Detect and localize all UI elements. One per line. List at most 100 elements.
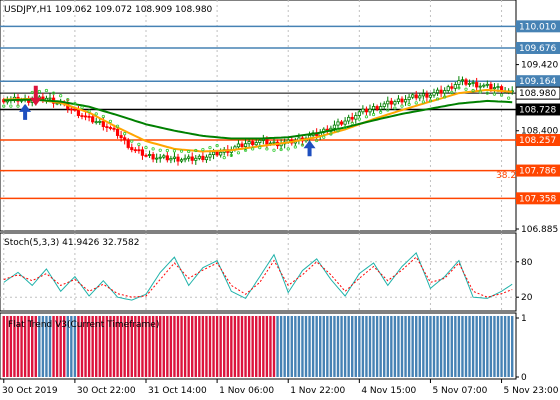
candle-body bbox=[215, 151, 219, 156]
sar-dot bbox=[336, 129, 340, 133]
flat-bar bbox=[63, 316, 66, 377]
flat-bar bbox=[511, 316, 514, 377]
flat-bar bbox=[91, 316, 94, 377]
flat-bar bbox=[226, 316, 229, 377]
sar-dot bbox=[435, 97, 440, 101]
flat-bar bbox=[201, 316, 205, 377]
time-label-4: 1 Nov 22:00 bbox=[290, 386, 345, 396]
flat-bar bbox=[262, 316, 265, 377]
flat-bar bbox=[240, 316, 244, 377]
time-label-1: 30 Oct 22:00 bbox=[77, 386, 136, 396]
flat-bar bbox=[411, 316, 414, 377]
flat-bar bbox=[159, 316, 162, 377]
price-tag-8: 107.786 bbox=[519, 167, 556, 177]
flat-bar bbox=[329, 316, 333, 377]
sar-dot bbox=[229, 153, 233, 157]
sar-dot bbox=[80, 105, 84, 109]
flat-bar bbox=[461, 316, 464, 377]
flat-bar bbox=[112, 316, 116, 377]
flat-bar bbox=[301, 316, 304, 377]
candle-body bbox=[379, 106, 383, 110]
price-tag-3: 109.164 bbox=[519, 77, 556, 87]
flat-bar bbox=[290, 316, 293, 377]
stoch-title: Stoch(5,3,3) 41.9426 32.7582 bbox=[4, 238, 139, 248]
flat-bar bbox=[336, 316, 340, 377]
flat-bar bbox=[258, 316, 261, 377]
sar-dot bbox=[123, 132, 127, 136]
signal-up-arrow-0 bbox=[19, 103, 32, 120]
candle-body bbox=[339, 121, 344, 125]
candle-body bbox=[126, 139, 130, 148]
candle-body bbox=[179, 159, 184, 162]
sar-dot bbox=[144, 146, 148, 150]
flat-bar bbox=[166, 316, 169, 377]
sar-dot bbox=[492, 92, 497, 96]
sar-dot bbox=[471, 88, 475, 93]
sar-dot bbox=[179, 149, 184, 153]
candle-body bbox=[169, 158, 173, 161]
candle-body bbox=[343, 120, 347, 125]
flat-bar bbox=[27, 316, 30, 377]
candle-body bbox=[407, 96, 411, 100]
price-tag-bg-4 bbox=[515, 86, 560, 100]
candle-body bbox=[130, 147, 134, 151]
candle-body bbox=[467, 82, 472, 85]
price-axis-label-2: 109.420 bbox=[521, 61, 558, 71]
candle-body bbox=[389, 100, 393, 105]
flat-bar bbox=[439, 316, 443, 377]
candle-body bbox=[48, 97, 52, 100]
sar-dot bbox=[386, 108, 390, 112]
flat-bar bbox=[212, 316, 215, 377]
candle-body bbox=[393, 101, 397, 105]
candle-body bbox=[350, 116, 354, 120]
sar-dot bbox=[194, 148, 198, 153]
flat-bar bbox=[393, 316, 397, 377]
flat-bar bbox=[16, 316, 20, 377]
flat-bar bbox=[187, 316, 190, 377]
flat-bar bbox=[418, 316, 421, 377]
sar-dot bbox=[236, 151, 241, 155]
candle-body bbox=[176, 156, 180, 162]
candle-body bbox=[211, 151, 216, 156]
flat-bar bbox=[272, 316, 276, 377]
stoch-panel: Stoch(5,3,3) 41.9426 32.7582 80 20 bbox=[0, 232, 533, 312]
sar-dot bbox=[59, 94, 63, 98]
candle-body bbox=[133, 149, 137, 152]
flat-bar bbox=[151, 316, 155, 377]
candle-body bbox=[183, 157, 187, 161]
sar-dot bbox=[101, 114, 105, 119]
flat-axis-label-0: 1 bbox=[521, 314, 527, 324]
candle-body bbox=[460, 79, 465, 82]
moving-averages bbox=[2, 86, 513, 160]
candle-body bbox=[194, 157, 198, 161]
flat-bar bbox=[422, 316, 425, 377]
candle-body bbox=[382, 103, 386, 107]
candle-body bbox=[108, 127, 113, 129]
candle-body bbox=[265, 139, 269, 145]
candle-body bbox=[368, 108, 372, 113]
sar-dot bbox=[201, 147, 205, 152]
flat-bar bbox=[41, 316, 45, 377]
flat-bar bbox=[223, 316, 226, 377]
flat-bar bbox=[84, 316, 87, 377]
sar-dot bbox=[400, 104, 404, 108]
flat-bar bbox=[500, 316, 503, 377]
flat-bar bbox=[180, 316, 183, 377]
flat-bar bbox=[134, 316, 137, 377]
sar-dot bbox=[421, 100, 425, 104]
candle-body bbox=[489, 83, 493, 90]
candle-body bbox=[428, 94, 433, 98]
sar-dot bbox=[215, 144, 219, 148]
flat-bar bbox=[454, 316, 457, 377]
flat-bar bbox=[425, 316, 429, 377]
candle-body bbox=[492, 87, 497, 90]
sar-dot bbox=[371, 112, 376, 117]
candle-body bbox=[421, 93, 425, 97]
sar-dot bbox=[258, 146, 262, 150]
candle-body bbox=[336, 121, 340, 126]
sar-dot bbox=[165, 148, 169, 153]
price-candles bbox=[2, 76, 514, 166]
candle-body bbox=[69, 108, 73, 111]
sar-dot bbox=[286, 147, 290, 151]
flat-bar bbox=[80, 316, 84, 377]
